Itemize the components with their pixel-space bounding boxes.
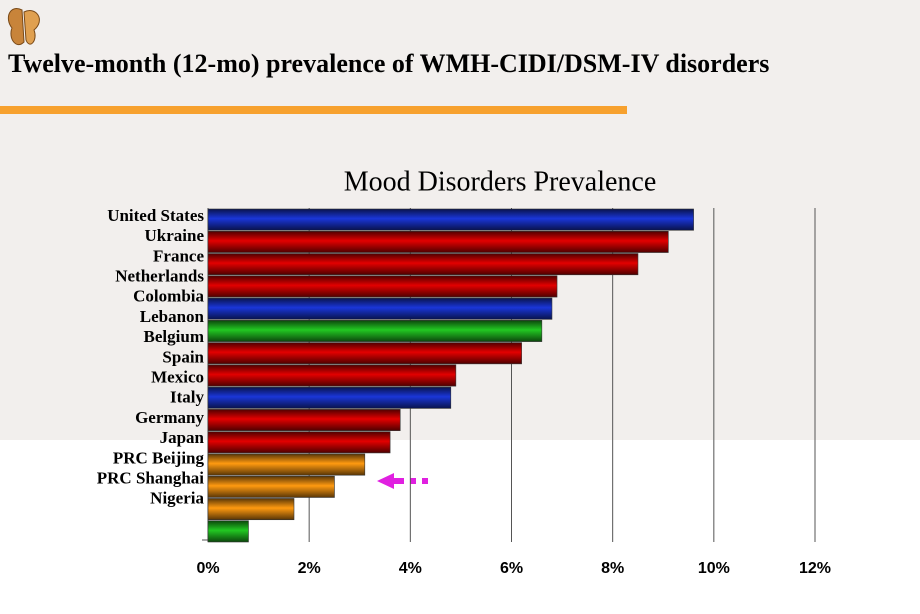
y-tick-label: Ukraine xyxy=(145,226,205,245)
bar xyxy=(207,431,391,454)
y-tick-label: Germany xyxy=(135,408,204,427)
bar xyxy=(207,453,366,476)
y-tick-label: Lebanon xyxy=(140,307,205,326)
bar xyxy=(207,208,694,231)
x-tick-label: 0% xyxy=(196,560,219,577)
bar xyxy=(207,386,452,409)
y-tick-label: Colombia xyxy=(133,287,204,306)
chart-title: Mood Disorders Prevalence xyxy=(344,166,657,197)
y-tick-label: Netherlands xyxy=(115,267,204,286)
y-tick-label: PRC Beijing xyxy=(113,448,205,467)
bar xyxy=(207,320,543,342)
bar xyxy=(207,409,401,431)
title-underline xyxy=(0,106,627,114)
y-tick-label: United States xyxy=(107,206,204,225)
y-tick-label: Mexico xyxy=(151,368,204,387)
x-tick-label: 2% xyxy=(298,560,321,577)
bar xyxy=(207,520,249,543)
y-tick-label: Italy xyxy=(170,388,205,407)
y-tick-label: Belgium xyxy=(144,327,204,346)
bar xyxy=(207,297,553,320)
y-tick-label: Japan xyxy=(160,428,205,447)
bar xyxy=(207,275,558,298)
bar xyxy=(207,498,295,521)
x-tick-label: 4% xyxy=(399,560,422,577)
y-tick-label: Spain xyxy=(162,347,204,366)
y-tick-label: Nigeria xyxy=(150,489,204,508)
butterfly-icon xyxy=(7,8,40,46)
arrow xyxy=(377,473,428,489)
x-tick-label: 10% xyxy=(698,560,730,577)
x-tick-label: 12% xyxy=(799,560,831,577)
bar xyxy=(207,475,335,498)
slide-title: Twelve-month (12-mo) prevalence of WMH-C… xyxy=(8,49,769,78)
bar xyxy=(207,253,639,276)
x-tick-label: 6% xyxy=(500,560,523,577)
bar xyxy=(207,364,457,387)
y-tick-label: PRC Shanghai xyxy=(97,469,205,488)
bar xyxy=(207,342,522,365)
y-tick-label: France xyxy=(153,246,204,265)
bar xyxy=(207,230,669,253)
x-tick-label: 8% xyxy=(601,560,624,577)
